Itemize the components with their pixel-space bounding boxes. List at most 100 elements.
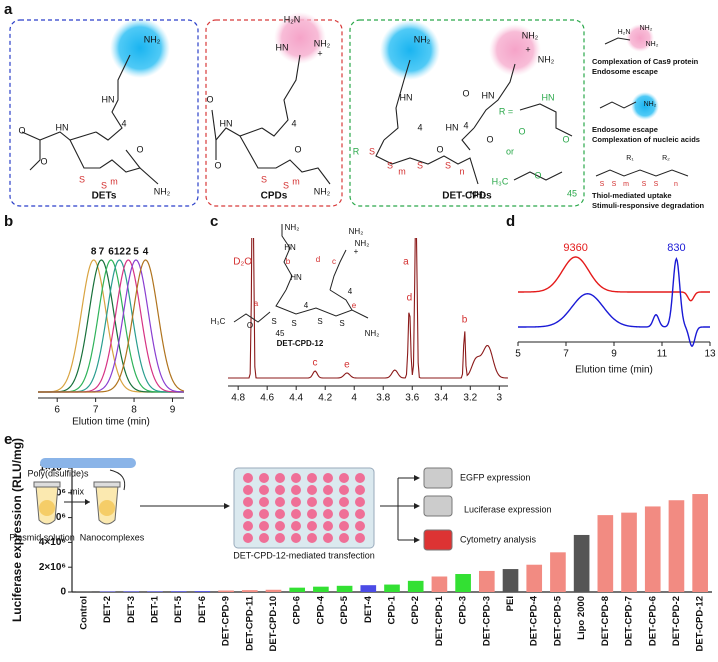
chem-label: HN bbox=[542, 92, 555, 102]
panel-letter: b bbox=[4, 213, 13, 230]
chem-label: n bbox=[459, 166, 464, 176]
structure-name: DETs bbox=[92, 191, 117, 202]
bar bbox=[431, 576, 448, 592]
chem-label: m bbox=[110, 176, 118, 186]
decoration bbox=[595, 169, 689, 177]
chem-label: NH₂ bbox=[144, 34, 161, 44]
chem-label: O bbox=[462, 88, 469, 98]
chem-label: S bbox=[79, 174, 85, 184]
bar bbox=[241, 590, 258, 592]
x-tick-label: DET-CPD-10 bbox=[268, 596, 279, 651]
chem-label: R = bbox=[499, 106, 513, 116]
curve-label: 7 bbox=[99, 247, 105, 258]
chem-label: S bbox=[339, 319, 344, 328]
decoration bbox=[261, 54, 301, 137]
chem-label: 4 bbox=[463, 120, 468, 130]
curve-label: 4 bbox=[143, 247, 149, 258]
x-tick-label: 7 bbox=[93, 405, 99, 416]
legend-icon-label: S bbox=[654, 181, 659, 188]
bar bbox=[597, 515, 614, 592]
bar bbox=[550, 552, 566, 592]
x-tick-label: DET-4 bbox=[363, 595, 374, 623]
x-tick-label: 4.2 bbox=[318, 393, 332, 404]
bar bbox=[573, 534, 590, 592]
peak-label: D₂O bbox=[233, 257, 252, 268]
decoration bbox=[275, 485, 285, 495]
bar bbox=[289, 587, 306, 592]
x-tick-label: CPD-6 bbox=[292, 596, 303, 625]
decoration bbox=[339, 497, 349, 507]
legend-text: Endosome escape bbox=[592, 67, 658, 76]
chem-label: + bbox=[525, 44, 530, 54]
x-tick-label: DET-CPD-1 bbox=[434, 595, 445, 646]
decoration bbox=[275, 473, 285, 483]
x-tick-label: 4 bbox=[351, 393, 357, 404]
bar bbox=[502, 569, 519, 592]
scheme-label: Nanocomplexes bbox=[80, 532, 145, 542]
bar bbox=[336, 585, 353, 592]
assay-label: EGFP expression bbox=[460, 472, 530, 482]
decoration bbox=[355, 521, 365, 531]
x-tick-label: DET-CPD-6 bbox=[647, 596, 658, 646]
chem-label: + bbox=[354, 247, 359, 256]
chem-label: NH₂ bbox=[285, 223, 300, 232]
chem-label: H₂N bbox=[284, 14, 301, 24]
panel-letter: e bbox=[4, 431, 12, 448]
legend-icon-label: NH₂ bbox=[646, 41, 659, 48]
decoration bbox=[339, 509, 349, 519]
chem-label: R bbox=[353, 146, 360, 156]
legend-icon-label: S bbox=[600, 181, 605, 188]
bar bbox=[147, 591, 163, 592]
gpc-curve bbox=[518, 256, 710, 302]
x-tick-label: 3.4 bbox=[434, 393, 448, 404]
chem-label: H₃C bbox=[211, 317, 226, 326]
decoration bbox=[489, 24, 541, 76]
x-axis-title: Elution time (min) bbox=[72, 417, 150, 428]
decoration bbox=[323, 521, 333, 531]
decoration bbox=[211, 109, 217, 141]
scheme-label: DET-CPD-12-mediated transfection bbox=[233, 550, 375, 560]
x-tick-label: CPD-1 bbox=[387, 595, 398, 624]
curve-label: 830 bbox=[667, 242, 685, 254]
decoration bbox=[323, 509, 333, 519]
gpc-curve bbox=[518, 256, 710, 347]
decoration bbox=[307, 485, 317, 495]
scheme-label: Poly(disulfide)s bbox=[27, 468, 89, 478]
chem-label: HN bbox=[220, 118, 233, 128]
decoration bbox=[329, 289, 353, 311]
x-tick-label: DET-3 bbox=[126, 596, 137, 623]
decoration bbox=[243, 533, 253, 543]
decoration bbox=[243, 473, 253, 483]
bar bbox=[265, 589, 282, 592]
bar bbox=[360, 585, 377, 592]
legend-icon-label: H₂N bbox=[618, 29, 631, 36]
decoration bbox=[93, 481, 121, 488]
decoration bbox=[355, 485, 365, 495]
legend-icon-label: NH₂ bbox=[644, 101, 657, 108]
decoration bbox=[329, 249, 347, 291]
chem-label: HN bbox=[290, 273, 302, 282]
decoration bbox=[414, 503, 420, 509]
decoration bbox=[259, 533, 269, 543]
gpc-curve bbox=[37, 259, 184, 393]
x-tick-label: 3.2 bbox=[463, 393, 477, 404]
decoration bbox=[323, 497, 333, 507]
chem-label: S bbox=[417, 160, 423, 170]
decoration bbox=[380, 20, 440, 80]
chem-label: O bbox=[18, 125, 25, 135]
decoration bbox=[461, 127, 475, 151]
decoration bbox=[85, 499, 90, 505]
decoration bbox=[307, 521, 317, 531]
chem-label: O bbox=[214, 160, 221, 170]
decoration bbox=[259, 485, 269, 495]
decoration bbox=[243, 497, 253, 507]
chem-label: HN bbox=[446, 122, 459, 132]
chem-label: S bbox=[369, 146, 375, 156]
x-tick-label: CPD-5 bbox=[339, 595, 350, 624]
y-axis-title: Luciferase expression (RLU/mg) bbox=[10, 438, 24, 622]
x-tick-label: DET-CPD-5 bbox=[552, 595, 563, 646]
legend-icon-label: S bbox=[642, 181, 647, 188]
gpc-curve bbox=[38, 259, 185, 393]
decoration bbox=[259, 497, 269, 507]
chem-label: O bbox=[518, 126, 525, 136]
